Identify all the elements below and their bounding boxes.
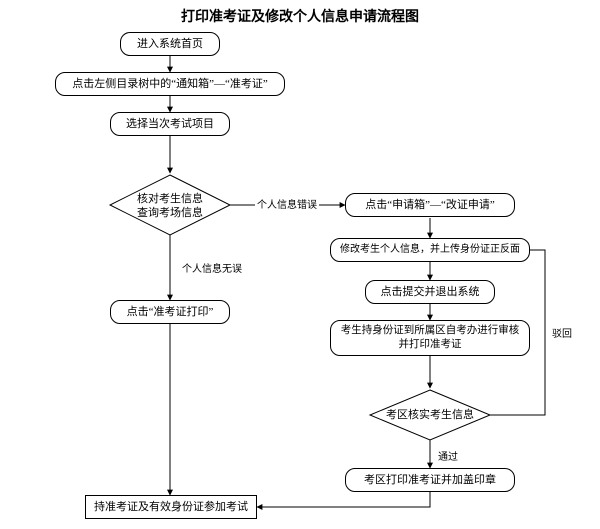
node-apply: 点击“申请箱”—“改证申请”	[345, 193, 515, 217]
node-nav: 点击左侧目录树中的“通知箱”—“准考证”	[55, 72, 285, 96]
node-stamp: 考区打印准考证并加盖印章	[345, 468, 515, 492]
verify-diamond-label: 核对考生信息查询考场信息	[120, 192, 220, 221]
node-end: 持准考证及有效身份证参加考试	[85, 495, 257, 519]
label-reject: 驳回	[550, 325, 574, 340]
label-info-ok: 个人信息无误	[180, 260, 244, 275]
label-info-error: 个人信息错误	[255, 196, 319, 211]
district-diamond-label: 考区核实考生信息	[380, 408, 480, 422]
chart-title: 打印准考证及修改个人信息申请流程图	[0, 6, 600, 26]
node-print: 点击“准考证打印”	[110, 300, 230, 324]
node-goto-office: 考生持身份证到所属区自考办进行审核并打印准考证	[330, 320, 530, 356]
flowchart-canvas: 打印准考证及修改个人信息申请流程图	[0, 0, 600, 529]
node-modify: 修改考生个人信息，并上传身份证正反面	[330, 238, 530, 262]
node-start: 进入系统首页	[120, 32, 220, 56]
node-select: 选择当次考试项目	[110, 112, 230, 136]
label-pass: 通过	[436, 448, 460, 463]
node-submit: 点击提交并退出系统	[365, 280, 495, 304]
